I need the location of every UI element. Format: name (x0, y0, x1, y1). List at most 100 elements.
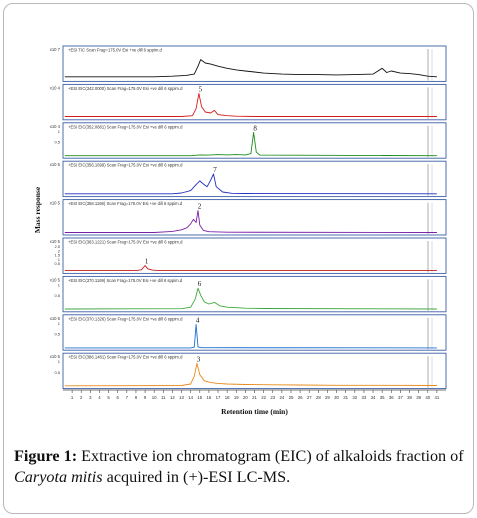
y-axis-label: Mass response (33, 186, 42, 233)
panel-exponent: x10 4 (50, 124, 61, 129)
x-tick-label: 18 (225, 395, 230, 400)
panel-exponent: x10 5 (50, 239, 61, 244)
peak-label: 1 (145, 258, 149, 266)
panel-header: +ESI EIC(356.1699) Scan Frag=175.0V Esi … (68, 163, 183, 168)
x-tick-label: 15 (197, 395, 202, 400)
panel-header: +ESI EIC(363.1221) Scan Frag=175.0V Esi … (68, 240, 183, 245)
x-tick-label: 39 (416, 395, 421, 400)
caption-text-2: acquired in (+)-ESI LC-MS. (102, 468, 291, 486)
eic-trace (64, 59, 437, 78)
eic-panel-8: x10 6 +ESI EIC(370.1326) Scan Frag=175.0V… (50, 314, 447, 351)
x-tick-label: 29 (325, 395, 330, 400)
eic-trace (64, 173, 437, 195)
figure-caption: Figure 1: Extractive ion chromatogram (E… (14, 446, 466, 488)
eic-trace (64, 210, 437, 233)
panel-border (62, 314, 447, 351)
x-tick-label: 28 (316, 395, 321, 400)
panel-y-tick: 1 (58, 129, 61, 134)
x-tick-label: 1 (71, 395, 74, 400)
peak-label: 3 (197, 355, 201, 363)
panel-y-tick: 2 (58, 248, 61, 253)
panel-header: +ESI EIC(386.1481) Scan Frag=175.0V Esi … (68, 355, 183, 360)
peak-label: 6 (198, 280, 202, 288)
panel-exponent: x10 4 (50, 85, 61, 90)
x-tick-label: 38 (407, 395, 412, 400)
panel-exponent: x10 5 (50, 162, 61, 167)
panel-y-tick: 0.5 (54, 261, 60, 266)
x-tick-label: 20 (243, 395, 248, 400)
x-tick-label: 4 (98, 395, 101, 400)
panel-border (62, 275, 447, 313)
eic-panel-7: x10 5 +ESI EIC(370.1169) Scan Frag=175.0V… (50, 275, 447, 313)
panel-exponent: x10 6 (50, 316, 61, 321)
panel-y-tick: 1.5 (54, 253, 60, 258)
panel-header: +ESI EIC(370.1326) Scan Frag=175.0V Esi … (68, 316, 183, 321)
x-tick-label: 8 (135, 395, 138, 400)
x-tick-label: 31 (343, 395, 348, 400)
panel-header: +ESI EIC(370.1169) Scan Frag=175.0V Esi … (68, 278, 183, 283)
panel-y-tick: 1 (58, 321, 61, 326)
eic-trace (64, 265, 437, 272)
eic-trace (64, 131, 437, 157)
x-tick-label: 21 (252, 395, 257, 400)
eic-panel-9: x10 5 +ESI EIC(386.1481) Scan Frag=175.0V… (50, 352, 447, 390)
panel-border (62, 45, 447, 82)
panel-border (62, 83, 447, 121)
x-tick-label: 30 (334, 395, 339, 400)
panel-y-tick: 0.5 (54, 140, 60, 145)
eic-panel-6: x10 5 +ESI EIC(363.1221) Scan Frag=175.0V… (50, 237, 447, 274)
panel-exponent: x10 5 (50, 277, 61, 282)
panel-header: +ESI EIC(358.1168) Scan Frag=175.0V Esi … (68, 201, 183, 206)
peak-label: 8 (253, 124, 257, 132)
panel-border (62, 160, 447, 198)
x-tick-label: 35 (380, 395, 385, 400)
panel-y-tick: 1 (58, 359, 61, 364)
panel-y-tick: 0.5 (54, 332, 60, 337)
x-tick-label: 24 (279, 395, 284, 400)
x-tick-label: 36 (389, 395, 394, 400)
peak-label: 4 (196, 316, 200, 324)
x-tick-label: 40 (425, 395, 430, 400)
eic-panel-3: x10 4 +ESI EIC(352.0681) Scan Frag=175.0V… (50, 122, 447, 159)
x-tick-label: 9 (144, 395, 147, 400)
panel-header: +ESI TIC Scan Frag=175.0V Esi +ve dill 6… (68, 48, 163, 53)
x-tick-label: 11 (161, 395, 166, 400)
x-tick-label: 2 (80, 395, 83, 400)
x-tick-label: 32 (352, 395, 357, 400)
panel-header: +ESI EIC(352.0681) Scan Frag=175.0V Esi … (68, 124, 183, 129)
panel-border (62, 237, 447, 274)
panel-exponent: x10 5 (50, 354, 61, 359)
eic-trace (64, 287, 437, 310)
caption-species: Caryota mitis (14, 468, 103, 486)
panel-y-tick: 0.5 (54, 293, 60, 298)
eic-panel-4: x10 5 +ESI EIC(356.1699) Scan Frag=175.0V… (50, 160, 447, 198)
panel-y-tick: 0.5 (54, 370, 60, 375)
x-tick-label: 5 (107, 395, 110, 400)
x-tick-label: 33 (362, 395, 367, 400)
peak-label: 2 (198, 203, 202, 211)
x-tick-label: 17 (216, 395, 221, 400)
x-tick-label: 34 (371, 395, 376, 400)
panel-y-tick: 1 (58, 257, 61, 262)
panel-border (62, 352, 447, 390)
eic-panel-1: x10 7 +ESI TIC Scan Frag=175.0V Esi +ve d… (50, 45, 447, 82)
eic-trace (64, 93, 437, 117)
x-tick-label: 25 (289, 395, 294, 400)
eic-panel-2: x10 4 +ESI EIC(342.0000) Scan Frag=175.0V… (50, 83, 447, 121)
x-tick-label: 41 (434, 395, 439, 400)
x-tick-label: 14 (188, 395, 193, 400)
eic-trace (64, 362, 437, 387)
eic-panel-5: x10 5 +ESI EIC(358.1168) Scan Frag=175.0V… (50, 199, 447, 236)
x-tick-label: 13 (179, 395, 184, 400)
caption-text-1: Extractive ion chromatogram (EIC) of alk… (77, 447, 464, 465)
peak-label: 5 (199, 86, 203, 94)
eic-trace (64, 323, 437, 349)
x-tick-label: 16 (207, 395, 212, 400)
panel-border (62, 199, 447, 236)
panel-exponent: x10 5 (50, 201, 61, 206)
x-tick-label: 23 (270, 395, 275, 400)
panel-exponent: x10 7 (50, 47, 61, 52)
x-axis-label: Retention time (min) (221, 407, 288, 416)
panel-header: +ESI EIC(342.0000) Scan Frag=175.0V Esi … (68, 86, 183, 91)
x-tick-label: 26 (298, 395, 303, 400)
